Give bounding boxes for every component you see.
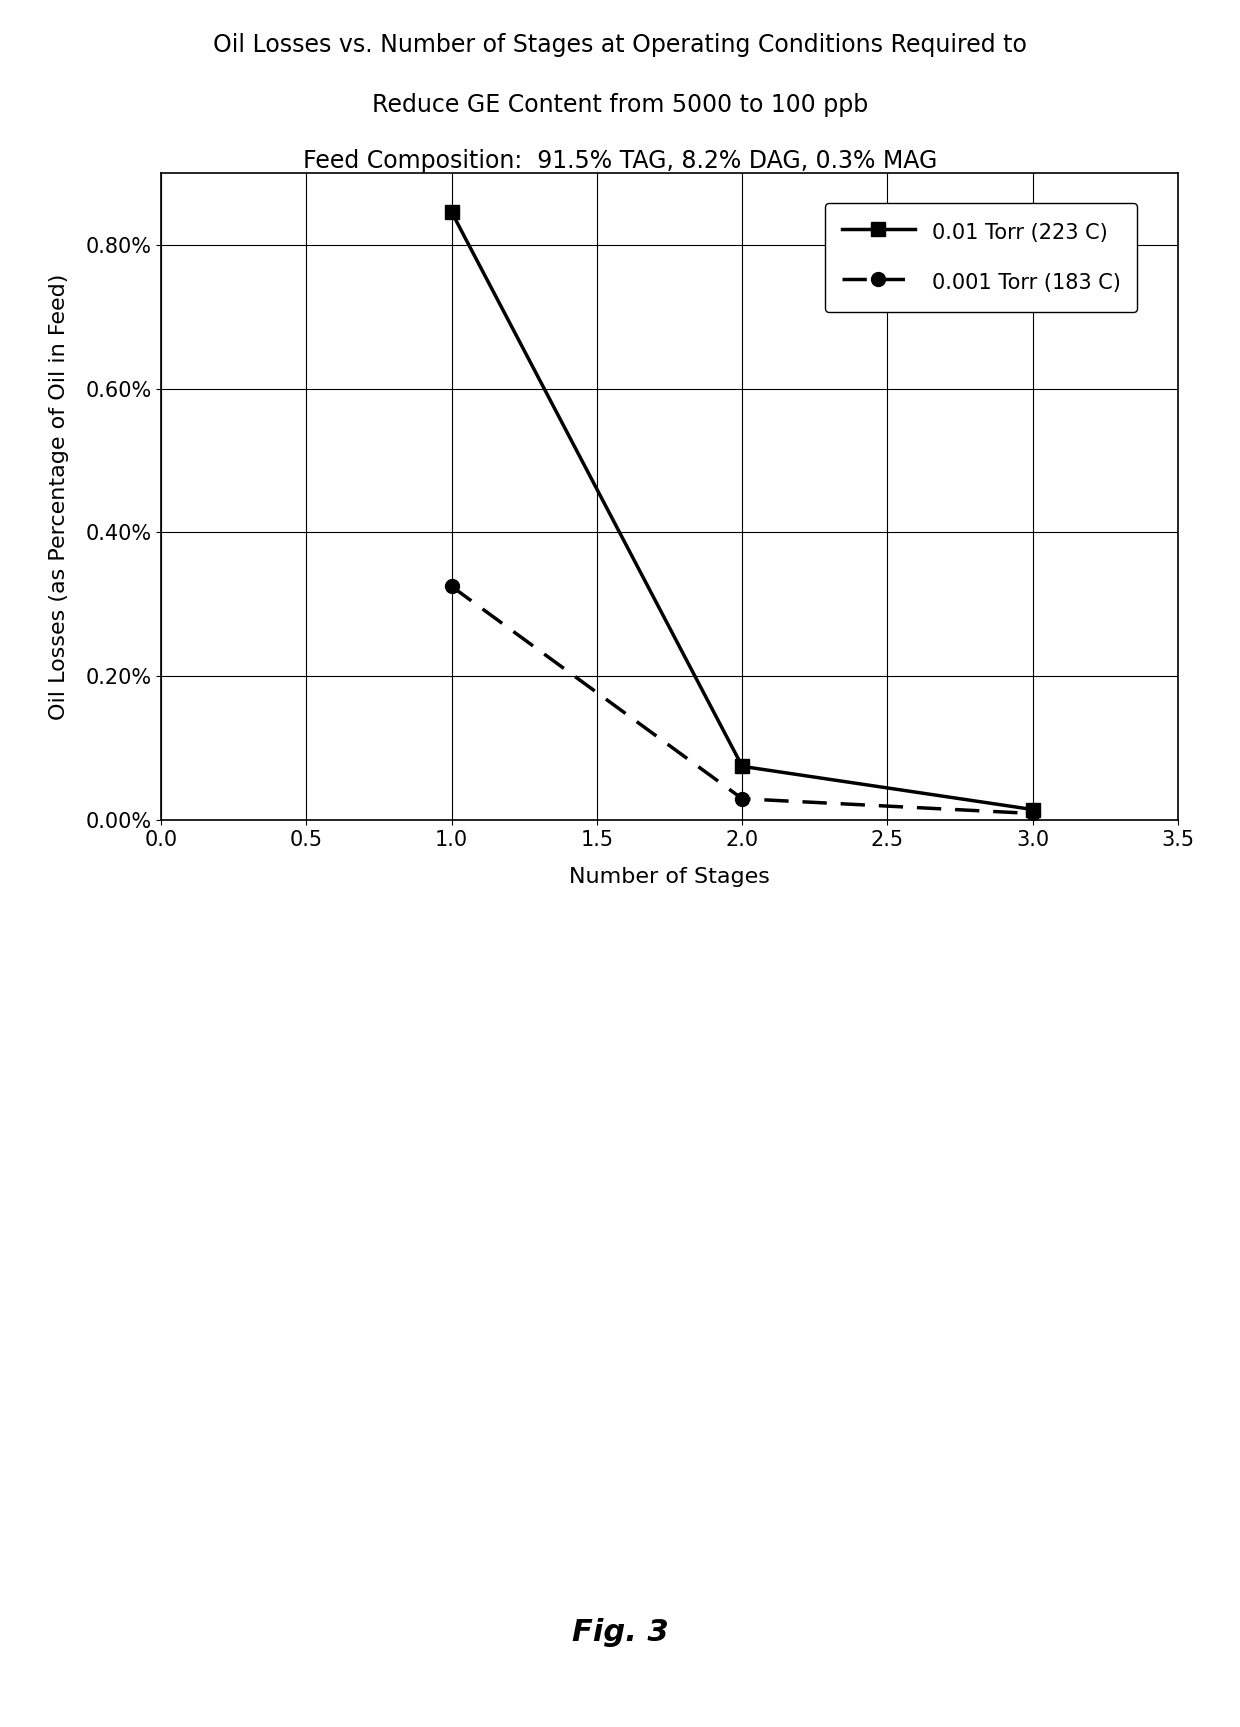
Y-axis label: Oil Losses (as Percentage of Oil in Feed): Oil Losses (as Percentage of Oil in Feed…: [48, 273, 68, 720]
Line: 0.01 Torr (223 C): 0.01 Torr (223 C): [445, 206, 1039, 817]
0.01 Torr (223 C): [444, 202, 459, 223]
Line: 0.001 Torr (183 C): 0.001 Torr (183 C): [445, 580, 1039, 820]
Text: Fig. 3: Fig. 3: [572, 1618, 668, 1646]
Text: Oil Losses vs. Number of Stages at Operating Conditions Required to: Oil Losses vs. Number of Stages at Opera…: [213, 33, 1027, 57]
0.01 Torr (223 C): [735, 756, 750, 777]
0.001 Torr (183 C): [735, 788, 750, 808]
Text: Reduce GE Content from 5000 to 100 ppb: Reduce GE Content from 5000 to 100 ppb: [372, 93, 868, 117]
Legend: 0.01 Torr (223 C), 0.001 Torr (183 C): 0.01 Torr (223 C), 0.001 Torr (183 C): [826, 202, 1137, 311]
0.001 Torr (183 C): [1025, 803, 1040, 824]
0.01 Torr (223 C): [1025, 800, 1040, 820]
Text: Feed Composition:  91.5% TAG, 8.2% DAG, 0.3% MAG: Feed Composition: 91.5% TAG, 8.2% DAG, 0…: [303, 149, 937, 173]
X-axis label: Number of Stages: Number of Stages: [569, 867, 770, 886]
0.001 Torr (183 C): [444, 577, 459, 598]
